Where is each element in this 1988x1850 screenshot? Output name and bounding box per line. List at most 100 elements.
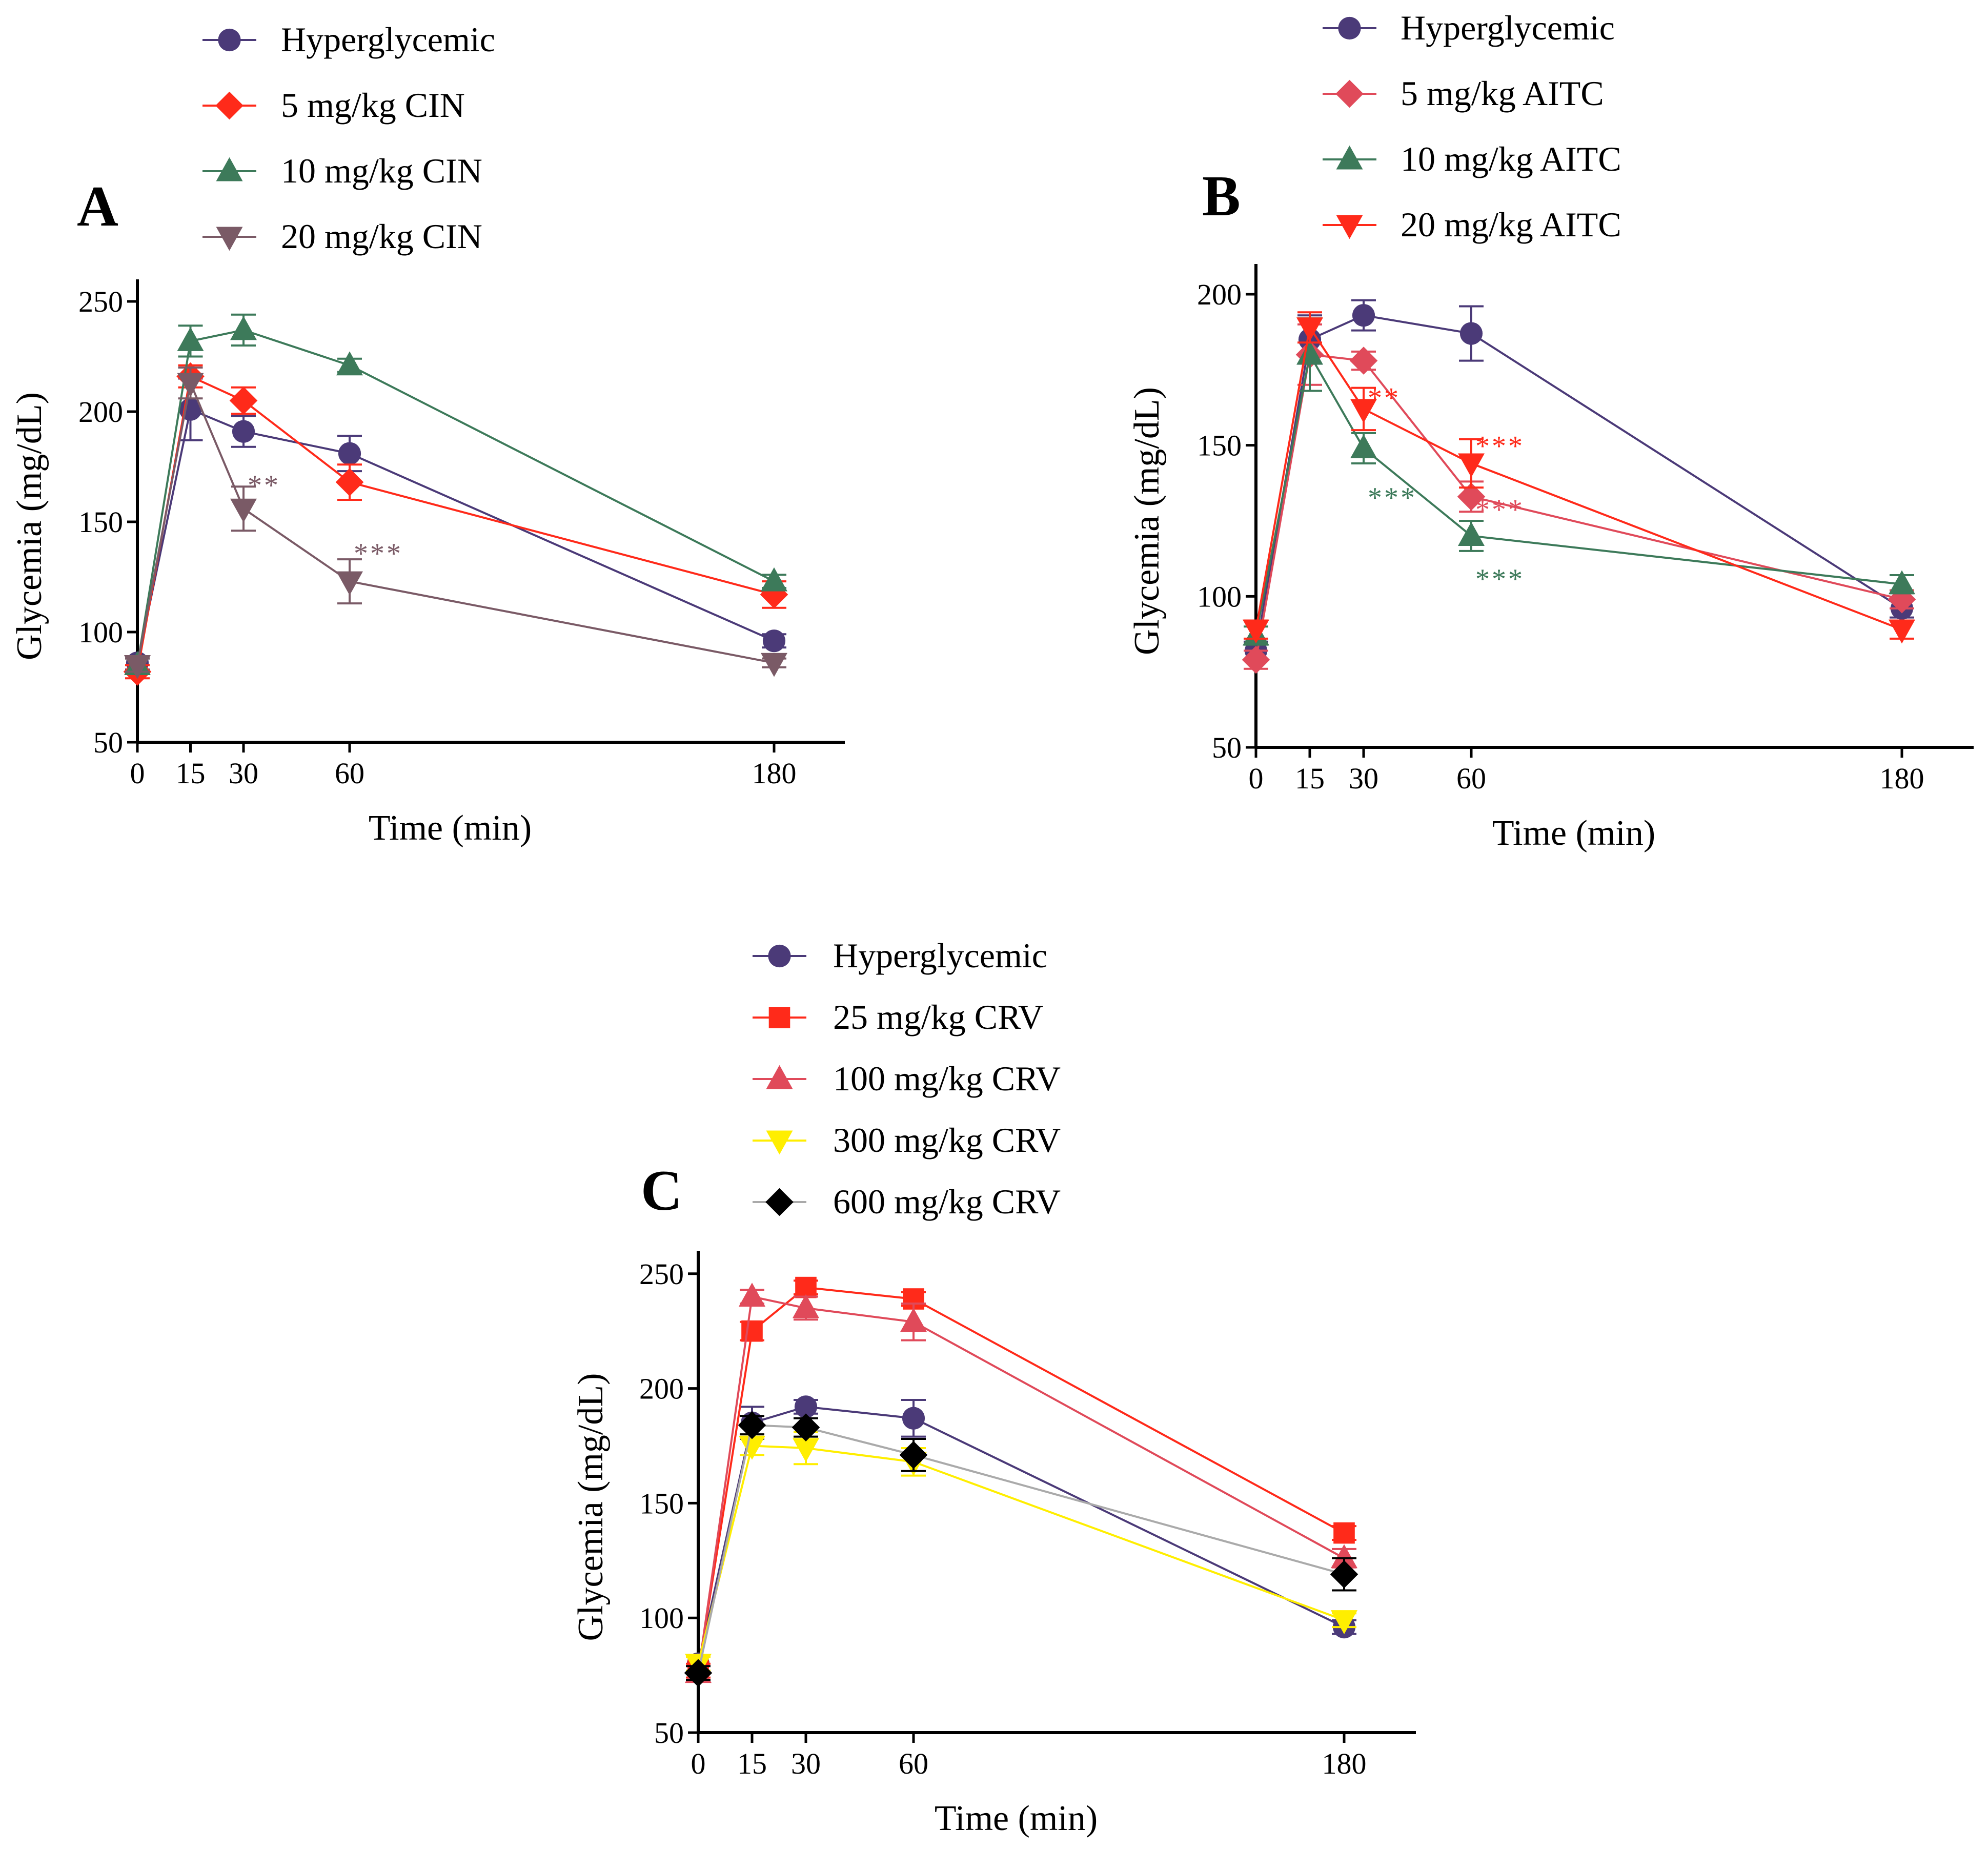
y-tick-label: 100 (78, 616, 123, 649)
data-point (739, 1283, 765, 1307)
data-point (177, 373, 204, 397)
legend-label: 25 mg/kg CRV (833, 998, 1043, 1036)
data-point (793, 1438, 819, 1462)
data-point (762, 629, 786, 653)
data-point (124, 655, 151, 679)
x-tick-label: 30 (229, 757, 258, 790)
legend: Hyperglycemic 5 mg/kg AITC 10 mg/kg AITC 20… (1323, 8, 1621, 244)
data-point (1350, 399, 1377, 423)
data-point (1296, 340, 1323, 365)
data-point (1296, 317, 1323, 342)
significance-label: *** (1368, 482, 1417, 514)
legend-marker (768, 1007, 790, 1028)
data-point (232, 420, 255, 443)
legend-marker (765, 1188, 794, 1216)
data-point (1458, 522, 1485, 546)
series-line (1255, 314, 1903, 651)
y-tick-label: 50 (1212, 731, 1242, 764)
data-point (794, 1395, 818, 1418)
x-tick-label: 180 (752, 757, 797, 790)
legend-marker (1338, 16, 1361, 40)
data-point (792, 1413, 820, 1441)
legend-item-hyperglycemic: Hyperglycemic (1323, 8, 1615, 47)
series-line (697, 1445, 1345, 1664)
panel-c: C 50 100 150 200 250 0 15 30 60 180 Time (min) Glyce… (571, 936, 1416, 1838)
legend-label: 10 mg/kg AITC (1401, 139, 1621, 178)
series-20-mg-kg-cin (124, 367, 787, 679)
legend-item-600-mg-kg-crv: 600 mg/kg CRV (753, 1182, 1061, 1221)
legend-marker (216, 227, 243, 251)
legend-label: Hyperglycemic (281, 20, 495, 59)
legend-label: Hyperglycemic (1401, 8, 1615, 47)
data-point (335, 468, 364, 496)
data-point (1333, 1522, 1355, 1544)
data-point (338, 442, 361, 465)
x-tick-label: 180 (1322, 1747, 1367, 1780)
y-tick-label: 250 (78, 285, 123, 318)
legend-label: 20 mg/kg AITC (1401, 205, 1621, 244)
x-tick-label: 15 (737, 1747, 767, 1780)
x-tick-label: 30 (791, 1747, 821, 1780)
significance-label: *** (1475, 431, 1525, 462)
legend: Hyperglycemic 5 mg/kg CIN 10 mg/kg CIN 20 m… (202, 20, 495, 256)
data-point (1889, 619, 1915, 644)
y-tick-label: 50 (654, 1716, 684, 1750)
data-point (1331, 1544, 1357, 1569)
data-point (1242, 645, 1270, 674)
x-axis-label: Time (min) (1492, 814, 1655, 853)
data-point (761, 567, 787, 592)
significance-label: *** (354, 538, 403, 570)
series-line (697, 1406, 1345, 1664)
series-25-mg-kg-crv (686, 1276, 1356, 1681)
y-axis-label: Glycemia (mg/dL) (1127, 387, 1167, 655)
legend-marker (1336, 215, 1363, 239)
panel-a: A 50 100 150 200 250 0 15 30 60 180 Time (min) Glyce… (10, 20, 845, 848)
legend-item-hyperglycemic: Hyperglycemic (202, 20, 495, 59)
series-5-mg-kg-cin (123, 362, 788, 686)
data-point (900, 1308, 927, 1332)
legend-item-300-mg-kg-crv: 300 mg/kg CRV (753, 1121, 1061, 1160)
x-tick-label: 0 (1249, 762, 1264, 795)
legend-marker (218, 28, 241, 52)
data-point (902, 1407, 925, 1430)
series-hyperglycemic (1244, 299, 1914, 662)
legend-marker (1336, 145, 1363, 170)
legend-item-10-mg-kg-cin: 10 mg/kg CIN (202, 151, 482, 190)
series-line (136, 379, 775, 665)
x-tick-label: 15 (1295, 762, 1325, 795)
legend-item-hyperglycemic: Hyperglycemic (753, 936, 1047, 975)
series-hyperglycemic (686, 1395, 1356, 1675)
series-line (136, 375, 775, 672)
legend-item-10-mg-kg-aitc: 10 mg/kg AITC (1323, 139, 1621, 178)
y-tick-label: 150 (78, 505, 123, 539)
y-tick-label: 150 (1197, 429, 1242, 462)
legend-label: 600 mg/kg CRV (833, 1182, 1061, 1221)
legend-label: 10 mg/kg CIN (281, 151, 482, 190)
series-600-mg-kg-crv (684, 1411, 1358, 1687)
x-tick-label: 0 (691, 1747, 706, 1780)
legend-marker (215, 91, 244, 120)
y-tick-label: 250 (639, 1257, 684, 1291)
data-point (761, 653, 787, 677)
panel-letter: C (641, 1159, 682, 1223)
data-point (1458, 453, 1485, 478)
significance-label: ** (1368, 382, 1401, 414)
legend-label: 5 mg/kg AITC (1401, 74, 1604, 113)
x-tick-label: 60 (1456, 762, 1486, 795)
panel-letter: B (1202, 165, 1241, 228)
y-tick-label: 100 (1197, 580, 1242, 613)
data-point (1349, 347, 1378, 375)
data-point (1350, 434, 1377, 459)
legend-item-25-mg-kg-crv: 25 mg/kg CRV (753, 998, 1043, 1036)
legend-item-100-mg-kg-crv: 100 mg/kg CRV (753, 1059, 1061, 1098)
data-point (1459, 322, 1483, 345)
y-tick-label: 200 (639, 1372, 684, 1406)
series-line (1255, 352, 1902, 636)
data-point (793, 1294, 819, 1318)
data-point (738, 1411, 766, 1439)
x-tick-label: 30 (1349, 762, 1378, 795)
data-point (684, 1659, 713, 1687)
significance-label: *** (1475, 494, 1525, 525)
data-point (336, 351, 363, 376)
